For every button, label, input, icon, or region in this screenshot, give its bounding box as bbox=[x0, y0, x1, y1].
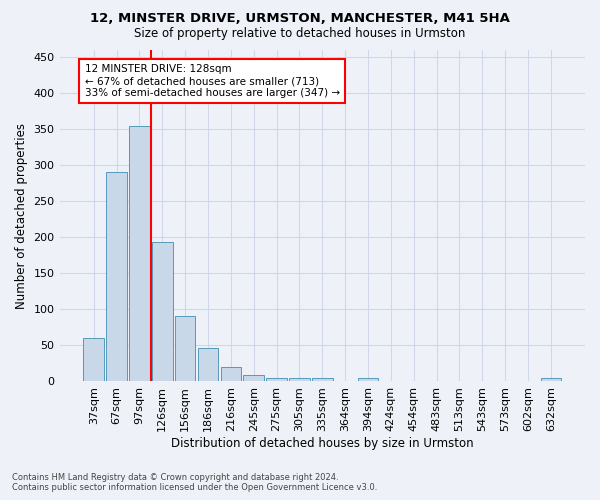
Bar bbox=[358, 378, 378, 382]
Text: Size of property relative to detached houses in Urmston: Size of property relative to detached ho… bbox=[134, 28, 466, 40]
Bar bbox=[266, 378, 287, 382]
Bar bbox=[289, 378, 310, 382]
Bar bbox=[175, 316, 196, 382]
Bar bbox=[312, 378, 332, 382]
Bar bbox=[221, 367, 241, 382]
Y-axis label: Number of detached properties: Number of detached properties bbox=[15, 122, 28, 308]
Bar bbox=[541, 378, 561, 382]
X-axis label: Distribution of detached houses by size in Urmston: Distribution of detached houses by size … bbox=[171, 437, 473, 450]
Bar bbox=[152, 242, 173, 382]
Bar bbox=[198, 348, 218, 382]
Bar bbox=[129, 126, 150, 382]
Text: 12, MINSTER DRIVE, URMSTON, MANCHESTER, M41 5HA: 12, MINSTER DRIVE, URMSTON, MANCHESTER, … bbox=[90, 12, 510, 26]
Text: Contains HM Land Registry data © Crown copyright and database right 2024.
Contai: Contains HM Land Registry data © Crown c… bbox=[12, 473, 377, 492]
Bar bbox=[106, 172, 127, 382]
Text: 12 MINSTER DRIVE: 128sqm
← 67% of detached houses are smaller (713)
33% of semi-: 12 MINSTER DRIVE: 128sqm ← 67% of detach… bbox=[85, 64, 340, 98]
Bar bbox=[83, 338, 104, 382]
Bar bbox=[244, 375, 264, 382]
